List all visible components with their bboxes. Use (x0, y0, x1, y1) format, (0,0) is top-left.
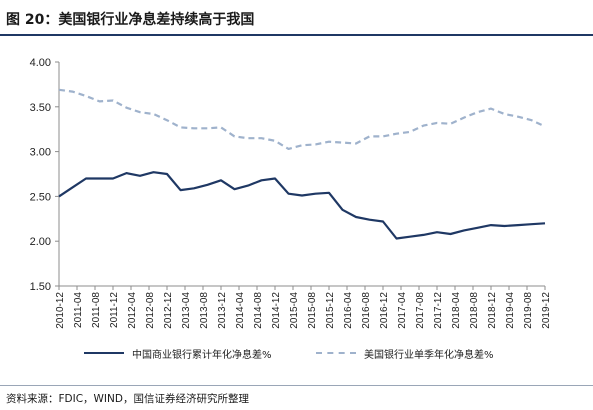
x-tick-label: 2015-08 (307, 292, 318, 329)
legend: 中国商业银行累计年化净息差% 美国银行业单季年化净息差% (0, 343, 593, 363)
series-line-us (58, 88, 546, 151)
x-tick-label: 2011-04 (73, 292, 84, 328)
x-tick-label: 2018-04 (451, 292, 462, 329)
y-tick-label: 1.50 (30, 281, 51, 293)
x-tick-label: 2019-08 (523, 292, 534, 329)
x-tick-label: 2015-12 (325, 292, 336, 329)
x-tick-label: 2011-12 (109, 292, 120, 328)
figure-title: 图 20：美国银行业净息差持续高于我国 (6, 12, 255, 28)
series-layer (58, 88, 546, 240)
x-axis: 2010-12 2011-04 2011-08 2011-12 2012-04 2012-… (55, 285, 552, 329)
x-tick-label: 2016-08 (361, 292, 372, 329)
net-interest-margin-chart: 1.502.002.503.003.504.00 2010-12 2011-04 2… (30, 57, 552, 329)
x-tick-label: 2018-08 (469, 292, 480, 329)
chart-area: 1.50 2.00 2.50 3.00 3.50 4.00 2010-12 2011-04 2… (0, 40, 593, 370)
x-tick-label: 2016-12 (379, 292, 390, 329)
x-tick-label: 2010-12 (55, 292, 66, 329)
x-tick-label: 2012-08 (145, 292, 156, 329)
x-tick-label: 2015-04 (289, 292, 300, 329)
x-tick-label: 2013-08 (199, 292, 210, 329)
x-tick-label: 2014-04 (235, 292, 246, 329)
legend-swatch-dashed (316, 352, 356, 354)
series-line-china (58, 171, 546, 240)
x-tick-label: 2011-08 (91, 292, 102, 328)
x-tick-label: 2014-08 (253, 292, 264, 329)
header-rule (0, 34, 593, 36)
y-tick-label: 2.50 (30, 191, 51, 203)
x-tick-label: 2012-12 (163, 292, 174, 329)
x-tick-label: 2019-12 (541, 292, 552, 329)
x-tick-label: 2018-12 (487, 292, 498, 329)
x-tick-label: 2017-08 (415, 292, 426, 329)
legend-item-china: 中国商业银行累计年化净息差% (84, 343, 272, 363)
legend-label-china: 中国商业银行累计年化净息差% (132, 349, 272, 361)
y-tick-label: 4.00 (30, 57, 51, 69)
footer-rule (0, 385, 593, 386)
figure-header: 图 20：美国银行业净息差持续高于我国 (0, 0, 593, 40)
x-tick-label: 2016-04 (343, 292, 354, 329)
legend-label-us: 美国银行业单季年化净息差% (364, 349, 494, 361)
x-tick-label: 2017-12 (433, 292, 444, 329)
x-tick-label: 2017-04 (397, 292, 408, 329)
source-note: 资料来源：FDIC，WIND，国信证券经济研究所整理 (6, 393, 249, 405)
x-tick-label: 2019-04 (505, 292, 516, 329)
legend-item-us: 美国银行业单季年化净息差% (316, 343, 494, 363)
y-axis: 1.50 2.00 2.50 3.00 3.50 4.00 (30, 57, 60, 293)
x-tick-label: 2013-12 (217, 292, 228, 329)
legend-swatch-solid (84, 352, 124, 354)
y-tick-label: 3.50 (30, 102, 51, 114)
x-tick-label: 2012-04 (127, 292, 138, 329)
y-tick-label: 2.00 (30, 236, 51, 248)
y-tick-label: 3.00 (30, 147, 51, 159)
x-tick-label: 2014-12 (271, 292, 282, 329)
x-tick-label: 2013-04 (181, 292, 192, 329)
